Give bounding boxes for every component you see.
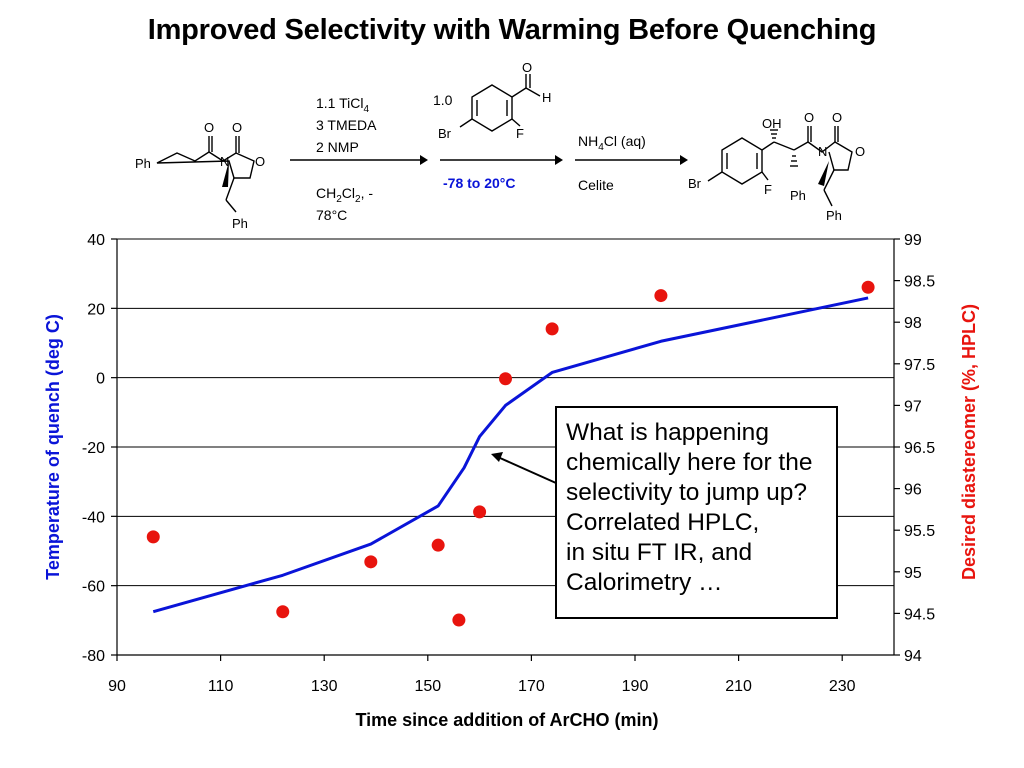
y-tick-label: -60 (82, 579, 105, 596)
diastereomer-point (146, 530, 160, 544)
product-ring-o: O (855, 144, 865, 159)
x-tick-label: 110 (208, 678, 234, 695)
diastereomer-point (545, 322, 559, 336)
quench-reagent: NH4Cl (aq) (578, 133, 646, 153)
tick-labels: 90 110 130 150 170 190 210 230 -80 -60 -40 -20 0 20 40… (82, 232, 935, 695)
callout-line: selectivity to jump up? (566, 479, 808, 506)
x-tick-label: 90 (108, 678, 126, 695)
y-tick-label: -40 (82, 509, 105, 526)
solvent-temp: 78°C (316, 207, 347, 223)
diastereomer-point (276, 605, 290, 619)
aldehyde-br: Br (438, 126, 452, 141)
x-tick-label: 150 (414, 678, 441, 695)
aldehyde-o: O (522, 60, 532, 75)
y2-axis-label: Desired diastereomer (%, HPLC) (959, 304, 979, 580)
temperature-line (152, 296, 869, 614)
x-tick-label: 190 (622, 678, 649, 695)
callout-line: chemically here for the (566, 449, 813, 476)
callout-line: Correlated HPLC, (566, 509, 760, 536)
y2-tick-label: 95 (904, 565, 922, 582)
sm-oxaz-carbonyl-o: O (232, 120, 242, 135)
x-tick-label: 230 (829, 678, 856, 695)
product-oxaz-carbonyl-o: O (832, 110, 842, 125)
y2-tick-label: 97 (904, 398, 922, 415)
callout-line: What is happening (566, 419, 769, 446)
solvent-label: CH2Cl2, - (316, 185, 373, 205)
diastereomer-point (861, 280, 875, 294)
sm-ph-label: Ph (135, 156, 151, 171)
y-tick-label: -80 (82, 648, 105, 665)
product-carbonyl-o: O (804, 110, 814, 125)
reagent-ticl4: 1.1 TiCl4 (316, 95, 369, 115)
diastereomer-point (431, 538, 445, 552)
x-axis-label: Time since addition of ArCHO (min) (355, 710, 658, 730)
diastereomer-point (473, 505, 487, 519)
x-tick-label: 130 (311, 678, 338, 695)
workup-label: Celite (578, 177, 614, 193)
reaction-scheme: Ph O O O N Ph 1.1 TiCl4 3 TMEDA 2 NMP CH… (135, 60, 865, 231)
y2-tick-label: 95.5 (904, 523, 935, 540)
y2-tick-label: 97.5 (904, 357, 935, 374)
product-ph1: Ph (790, 188, 806, 203)
y2-tick-label: 99 (904, 232, 922, 249)
product-f: F (764, 182, 772, 197)
y-tick-label: 40 (87, 232, 105, 249)
temperature-series (152, 296, 869, 614)
callout-line: Calorimetry … (566, 569, 723, 596)
y2-tick-label: 96.5 (904, 440, 935, 457)
reagent-nmp: 2 NMP (316, 139, 359, 155)
x-tick-label: 170 (518, 678, 545, 695)
sm-ring-o: O (255, 154, 265, 169)
aldehyde-f: F (516, 126, 524, 141)
product-n: N (818, 144, 827, 159)
product-ph2: Ph (826, 208, 842, 223)
slide-title: Improved Selectivity with Warming Before… (147, 14, 877, 46)
diastereomer-series (146, 280, 875, 627)
temp-range-label: -78 to 20°C (443, 175, 516, 191)
diastereomer-point (499, 372, 512, 386)
diastereomer-point (654, 289, 668, 303)
product-oh: OH (762, 116, 782, 131)
y2-tick-label: 98 (904, 315, 922, 332)
y2-tick-label: 94 (904, 648, 922, 665)
product-br: Br (688, 176, 702, 191)
sm-n-label: N (220, 154, 229, 169)
y-tick-label: -20 (82, 440, 105, 457)
callout-arrow (491, 452, 557, 484)
aldehyde-h: H (542, 90, 551, 105)
callout-line: in situ FT IR, and (566, 539, 753, 566)
sm-bn-ph-label: Ph (232, 216, 248, 231)
axes (111, 238, 900, 661)
aldehyde-equiv: 1.0 (433, 92, 453, 108)
y2-tick-label: 96 (904, 482, 922, 499)
annotation-callout: What is happening chemically here for th… (555, 406, 838, 619)
y-axis-label: Temperature of quench (deg C) (43, 314, 63, 580)
reagent-tmeda: 3 TMEDA (316, 117, 377, 133)
diastereomer-point (452, 613, 466, 627)
y-tick-label: 20 (87, 301, 105, 318)
y2-tick-label: 94.5 (904, 606, 935, 623)
sm-carbonyl-o: O (204, 120, 214, 135)
x-tick-label: 210 (725, 678, 752, 695)
diastereomer-point (364, 555, 378, 569)
y2-tick-label: 98.5 (904, 274, 935, 291)
y-tick-label: 0 (96, 371, 105, 388)
